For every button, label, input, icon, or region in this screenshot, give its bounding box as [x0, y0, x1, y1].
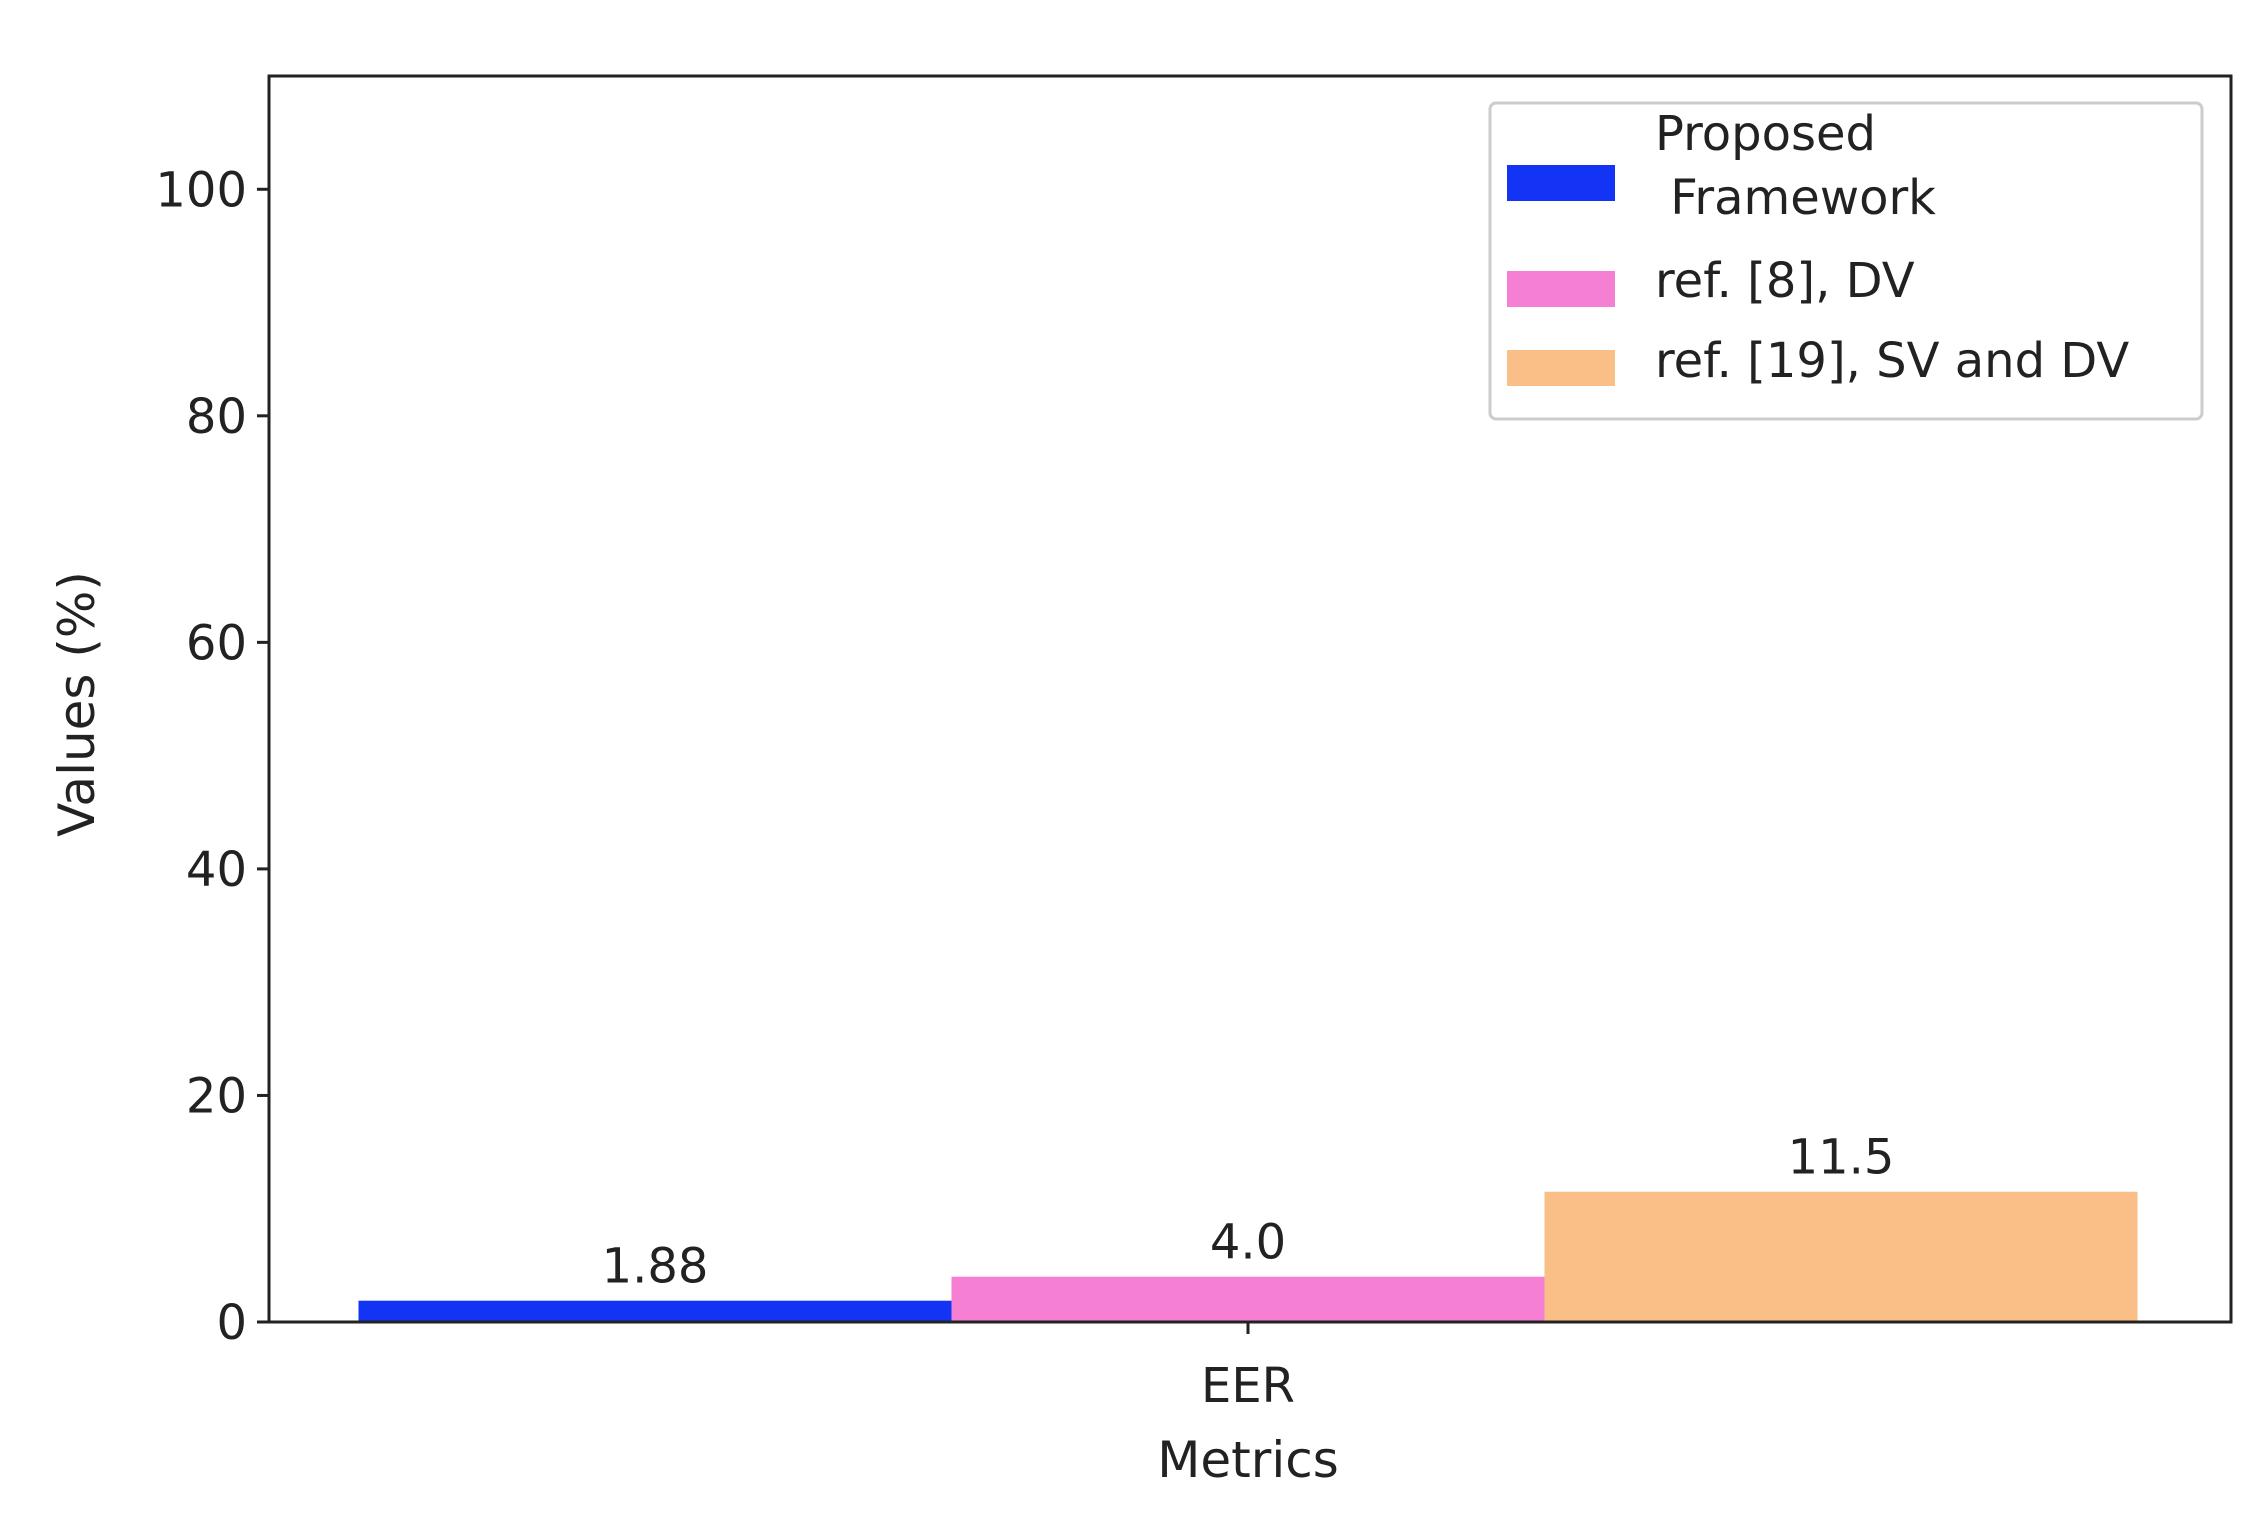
y-axis-label: Values (%): [48, 571, 106, 837]
bars-layer: 1.88 4.0 11.5: [358, 1130, 2138, 1322]
y-axis: 0 20 40 60 80 100: [155, 162, 269, 1351]
bar-value-label: 1.88: [602, 1239, 709, 1295]
legend-swatch-2: [1507, 271, 1615, 307]
legend-label-2: ref. [8], DV: [1655, 253, 1915, 309]
bar-3: [1544, 1191, 2138, 1322]
plot-frame: [267, 74, 2233, 1324]
y-tick-label: 40: [186, 842, 247, 898]
y-tick-label: 0: [216, 1295, 247, 1351]
legend-swatch-1: [1507, 165, 1615, 201]
bar-value-label: 4.0: [1210, 1215, 1286, 1271]
x-axis: EER: [1201, 1322, 1295, 1414]
legend: Proposed Framework ref. [8], DV ref. [19],…: [1488, 101, 2204, 421]
y-tick-label: 20: [186, 1068, 247, 1124]
y-tick-label: 60: [186, 615, 247, 671]
bar-value-label: 11.5: [1788, 1130, 1895, 1186]
y-tick-label: 100: [155, 162, 247, 218]
x-axis-label: Metrics: [1157, 1431, 1339, 1489]
legend-label-3: ref. [19], SV and DV: [1655, 333, 2129, 389]
x-tick-label: EER: [1201, 1358, 1295, 1414]
legend-label-1: Proposed Framework: [1655, 106, 1936, 226]
bar-2: [951, 1276, 1545, 1322]
y-tick-label: 80: [186, 389, 247, 445]
bar-1: [358, 1300, 952, 1322]
legend-box: [1488, 101, 2204, 421]
legend-swatch-3: [1507, 350, 1615, 386]
